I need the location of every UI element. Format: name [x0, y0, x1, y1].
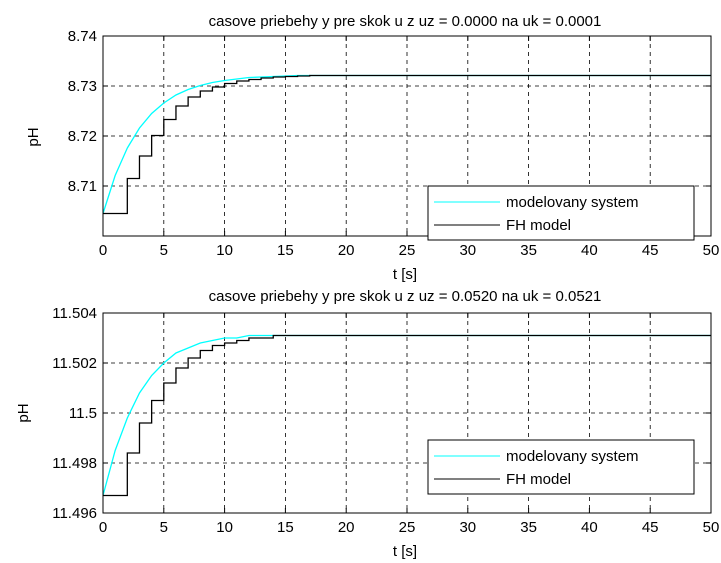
chart-title: casove priebehy y pre skok u z uz = 0.05…	[209, 288, 602, 305]
y-tick-label: 11.504	[52, 305, 97, 322]
x-tick-label: 45	[642, 242, 659, 259]
x-tick-label: 50	[703, 242, 720, 259]
legend-label-modelovany-system: modelovany system	[506, 448, 639, 465]
x-tick-label: 5	[160, 242, 168, 259]
x-tick-label: 40	[581, 242, 598, 259]
x-tick-label: 10	[216, 242, 233, 259]
x-tick-label: 25	[399, 519, 416, 536]
x-tick-label: 30	[459, 519, 476, 536]
y-axis-label: pH	[25, 127, 42, 146]
x-tick-label: 45	[642, 519, 659, 536]
legend-label-modelovany-system: modelovany system	[506, 194, 639, 211]
x-axis-label: t [s]	[393, 266, 417, 283]
x-tick-label: 10	[216, 519, 233, 536]
legend: modelovany system FH model	[427, 185, 695, 241]
y-tick-label: 8.72	[68, 128, 97, 145]
subplot-top: casove priebehy y pre skok u z uz = 0.00…	[25, 13, 719, 283]
x-tick-label: 50	[703, 519, 720, 536]
series-line-fh-model	[103, 74, 711, 215]
x-tick-label: 15	[277, 242, 294, 259]
x-tick-label: 40	[581, 519, 598, 536]
x-axis-label: t [s]	[393, 543, 417, 560]
x-tick-label: 30	[459, 242, 476, 259]
legend: modelovany system FH model	[427, 439, 695, 495]
x-tick-label: 5	[160, 519, 168, 536]
x-tick-label: 20	[338, 242, 355, 259]
y-tick-label: 11.496	[52, 505, 97, 522]
legend-label-fh-model: FH model	[506, 471, 571, 488]
y-tick-label: 11.502	[52, 355, 97, 372]
y-tick-label: 11.498	[52, 455, 97, 472]
y-tick-label: 8.73	[68, 78, 97, 95]
y-tick-label: 8.74	[68, 28, 97, 45]
x-tick-label: 0	[99, 519, 107, 536]
legend-label-fh-model: FH model	[506, 217, 571, 234]
y-tick-label: 11.5	[69, 405, 97, 422]
x-tick-label: 0	[99, 242, 107, 259]
x-tick-label: 15	[277, 519, 294, 536]
chart-title: casove priebehy y pre skok u z uz = 0.00…	[209, 13, 602, 30]
x-tick-label: 35	[520, 519, 537, 536]
legend-box	[427, 185, 695, 241]
x-tick-label: 25	[399, 242, 416, 259]
y-tick-label: 8.71	[68, 178, 97, 195]
series-line-fh-model	[103, 334, 711, 497]
subplot-bottom: casove priebehy y pre skok u z uz = 0.05…	[15, 288, 719, 560]
x-tick-label: 20	[338, 519, 355, 536]
x-tick-label: 35	[520, 242, 537, 259]
legend-box	[427, 439, 695, 495]
y-axis-label: pH	[15, 403, 32, 422]
plot-area: 0 5 10 15 20 25 30 35 40 45 50 11.496 11.498 11.5 11.5…	[52, 305, 719, 536]
